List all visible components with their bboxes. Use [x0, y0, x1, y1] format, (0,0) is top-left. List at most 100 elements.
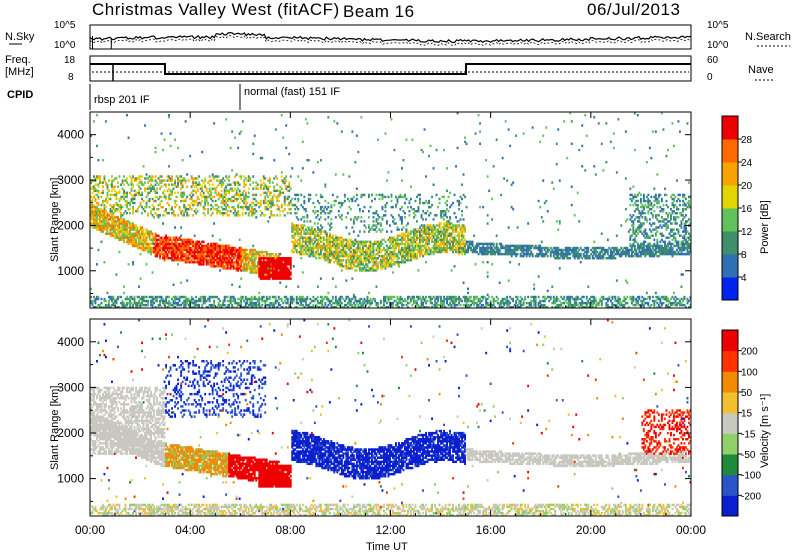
- power-cell: [462, 248, 465, 252]
- power-cell: [276, 183, 279, 186]
- power-cell: [151, 299, 154, 303]
- power-cell: [184, 303, 187, 307]
- power-cell: [384, 252, 387, 256]
- power-cell: [115, 299, 118, 303]
- power-cell: [428, 224, 430, 227]
- power-cell: [133, 201, 136, 205]
- power-cell: [365, 250, 367, 254]
- power-cell: [271, 267, 274, 270]
- power-cell: [408, 199, 411, 203]
- power-cell: [153, 185, 155, 188]
- power-cell: [145, 295, 148, 299]
- power-cell: [312, 250, 315, 254]
- power-cell: [111, 218, 113, 221]
- power-cell: [398, 248, 400, 252]
- power-cell: [294, 248, 297, 252]
- power-cell: [168, 175, 170, 178]
- power-cell: [276, 299, 279, 303]
- power-cell: [157, 246, 160, 250]
- power-cell: [99, 175, 101, 178]
- power-cell: [175, 252, 178, 256]
- power-cell: [166, 248, 169, 252]
- power-cell: [162, 214, 164, 217]
- power-cell: [301, 244, 304, 248]
- power-cell: [378, 193, 381, 197]
- power-cell: [274, 295, 277, 299]
- power-cell: [358, 230, 361, 233]
- power-cell: [375, 301, 378, 305]
- power-cell: [210, 191, 213, 195]
- power-cell: [192, 189, 195, 193]
- power-cell: [214, 175, 217, 178]
- power-cell: [327, 238, 330, 242]
- power-cell: [225, 246, 228, 250]
- power-cell: [184, 259, 187, 262]
- power-cell: [390, 297, 393, 301]
- power-cell: [286, 212, 289, 215]
- power-cell: [461, 252, 463, 256]
- power-cell: [360, 267, 363, 270]
- power-cell: [458, 295, 460, 299]
- power-cell: [428, 205, 430, 209]
- power-cell: [366, 246, 369, 250]
- power-cell: [255, 271, 258, 274]
- power-cell: [150, 189, 152, 193]
- power-cell: [369, 246, 372, 250]
- power-cell: [265, 193, 268, 197]
- power-cell: [407, 246, 409, 250]
- power-cell: [235, 269, 238, 272]
- power-cell: [438, 248, 441, 252]
- power-cell: [462, 173, 465, 176]
- power-cell: [386, 257, 388, 260]
- power-cell: [243, 197, 246, 201]
- power-cell: [413, 254, 415, 258]
- power-cell: [297, 230, 300, 233]
- power-cell: [297, 285, 300, 288]
- power-cell: [310, 230, 313, 233]
- power-cell: [213, 261, 216, 264]
- power-cell: [112, 224, 115, 227]
- power-cell: [298, 303, 301, 307]
- power-cell: [443, 218, 445, 221]
- power-cell: [217, 303, 220, 307]
- power-cell: [348, 242, 351, 246]
- power-cell: [154, 212, 157, 215]
- power-cell: [100, 208, 103, 211]
- power-cell: [139, 301, 142, 305]
- power-cell: [328, 254, 331, 258]
- power-cell: [226, 244, 229, 248]
- power-cell: [410, 244, 412, 248]
- power-cell: [130, 242, 133, 246]
- power-cell: [187, 203, 190, 207]
- power-cell: [270, 275, 273, 278]
- power-cell: [130, 177, 133, 180]
- power-cell: [183, 301, 186, 305]
- power-cell: [358, 244, 361, 248]
- power-cell: [232, 261, 235, 264]
- power-cell: [416, 303, 418, 307]
- power-cell: [425, 232, 427, 235]
- power-cell: [256, 201, 259, 205]
- power-cell: [343, 303, 346, 307]
- power-cell: [192, 214, 195, 217]
- power-cell: [90, 210, 92, 213]
- power-cell: [180, 199, 183, 203]
- power-cell: [456, 146, 459, 150]
- power-cell: [100, 214, 103, 217]
- power-cell: [106, 183, 109, 186]
- power-cell: [225, 212, 228, 215]
- power-cell: [138, 240, 140, 244]
- power-cell: [295, 306, 298, 308]
- power-cell: [372, 261, 375, 264]
- power-cell: [274, 273, 277, 276]
- power-cell: [165, 252, 167, 256]
- power-cell: [270, 199, 273, 203]
- power-cell: [318, 230, 321, 233]
- power-cell: [304, 228, 307, 231]
- power-cell: [377, 242, 379, 246]
- power-cell: [438, 201, 441, 205]
- power-cell: [111, 228, 113, 231]
- power-cell: [420, 248, 423, 252]
- power-cell: [322, 230, 325, 233]
- power-cell: [177, 254, 179, 258]
